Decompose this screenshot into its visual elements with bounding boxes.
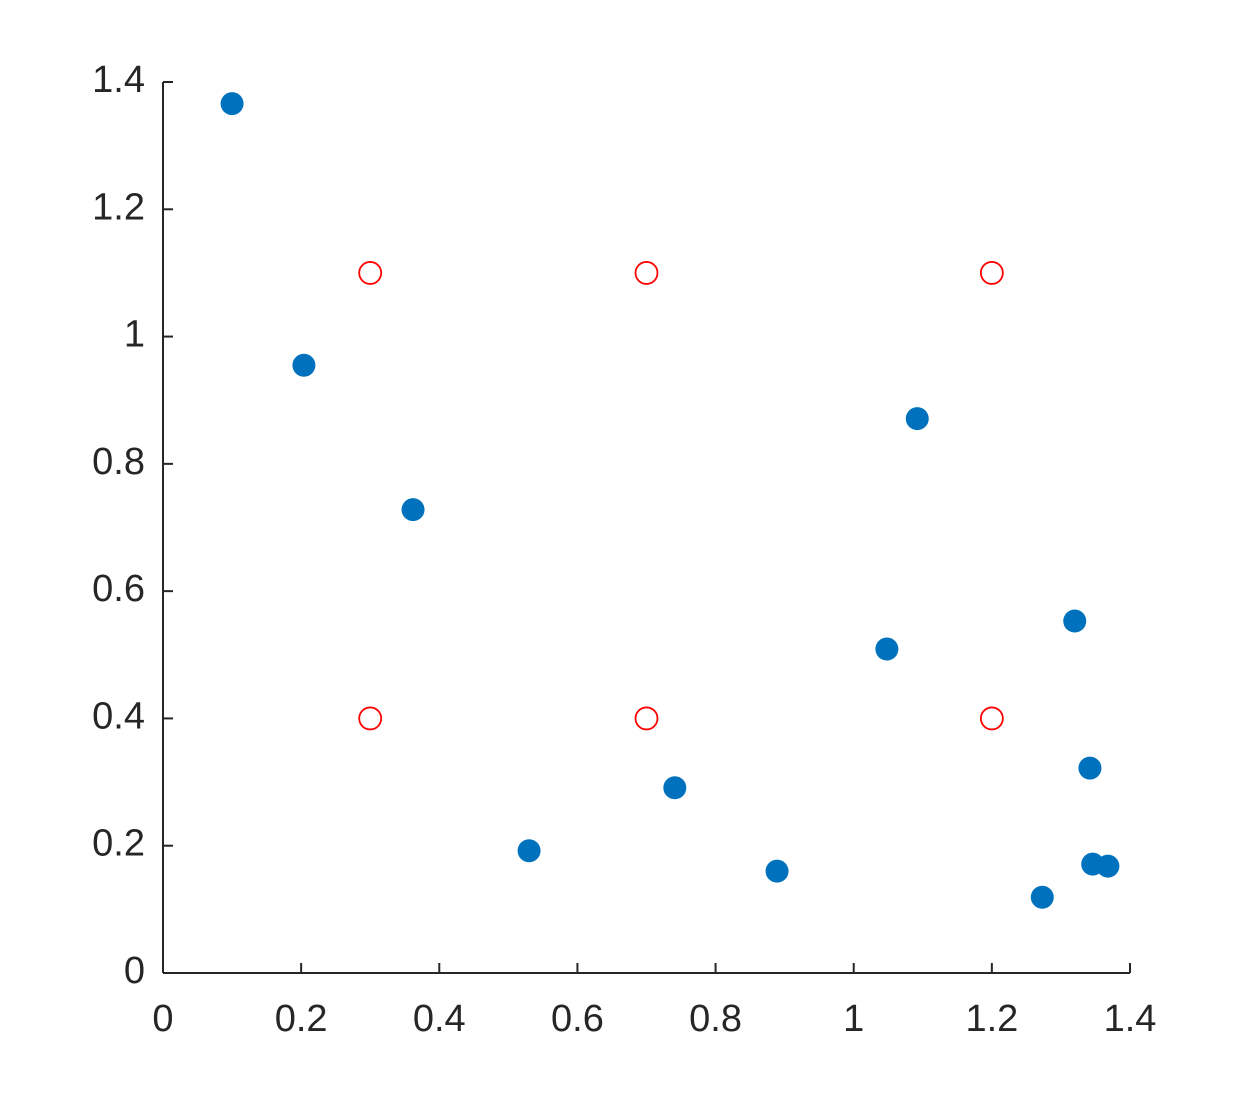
- y-tick-label: 0: [124, 950, 145, 992]
- point: [634, 261, 659, 285]
- point: [979, 261, 1004, 285]
- point: [979, 706, 1004, 731]
- point: [663, 776, 687, 800]
- x-tick-label: 0.4: [413, 998, 466, 1040]
- y-tick-label: 1: [124, 314, 145, 356]
- x-tick-label: 1.4: [1104, 998, 1157, 1040]
- x-tick-label: 0.8: [689, 998, 742, 1040]
- x-tick-label: 1.2: [965, 998, 1018, 1040]
- point: [905, 407, 929, 431]
- point: [1063, 609, 1087, 633]
- point: [358, 706, 383, 731]
- x-tick-label: 0: [152, 998, 173, 1040]
- x-tick-label: 1: [843, 998, 864, 1040]
- x-tick-label: 0.2: [275, 998, 328, 1040]
- point: [517, 839, 541, 863]
- point: [1030, 885, 1054, 909]
- point: [401, 498, 425, 522]
- y-tick-label: 0.4: [92, 695, 145, 737]
- y-tick-label: 1.4: [92, 59, 145, 101]
- point: [765, 859, 789, 883]
- point: [1096, 854, 1120, 878]
- y-tick-label: 1.2: [92, 186, 145, 228]
- point: [220, 92, 244, 116]
- y-tick-label: 0.6: [92, 568, 145, 610]
- point: [292, 353, 316, 377]
- point: [634, 706, 659, 731]
- x-tick-label: 0.6: [551, 998, 604, 1040]
- point: [1078, 756, 1102, 780]
- point: [358, 261, 383, 285]
- y-tick-label: 0.2: [92, 823, 145, 865]
- point: [875, 637, 899, 661]
- y-tick-label: 0.8: [92, 441, 145, 483]
